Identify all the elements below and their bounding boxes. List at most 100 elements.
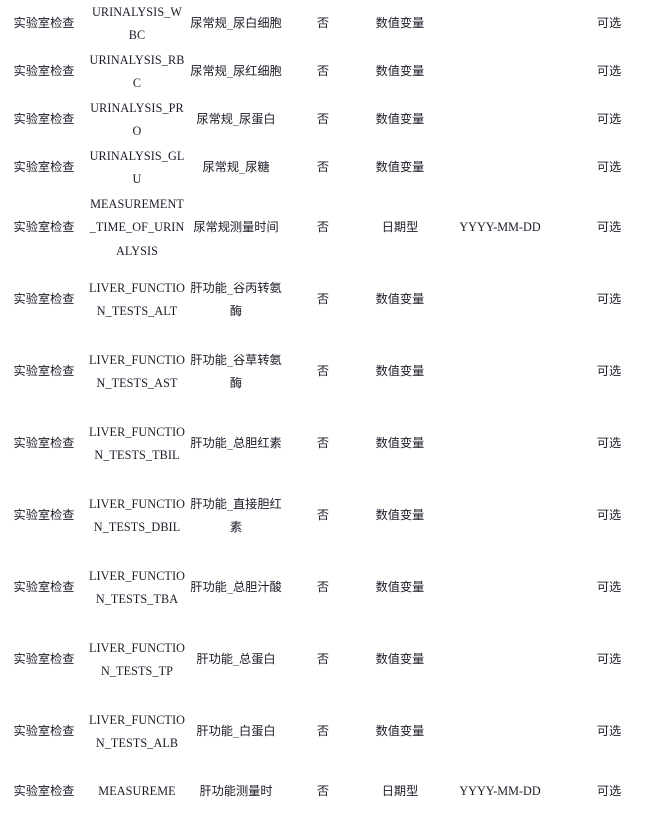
cell-required: 否: [316, 16, 330, 31]
cell-data_type: 数值变量: [375, 652, 425, 667]
cell-category: 实验室检查: [13, 724, 75, 739]
cell-category: 实验室检查: [13, 292, 75, 307]
cell-field_code: LIVER_FUNCTION_TESTS_TBIL: [88, 424, 186, 463]
cell-field_name: 尿常规测量时间: [193, 220, 279, 235]
cell-field_code: URINALYSIS_RBC: [89, 52, 185, 91]
cell-field_name: 肝功能_总胆汁酸: [190, 580, 282, 595]
cell-required: 否: [316, 508, 330, 523]
cell-format: YYYY-MM-DD: [459, 220, 541, 235]
cell-field_name: 肝功能_总蛋白: [196, 652, 276, 667]
cell-field_code: URINALYSIS_PRO: [90, 100, 184, 139]
cell-data_type: 数值变量: [375, 436, 425, 451]
cell-field_code: LIVER_FUNCTION_TESTS_ALB: [88, 712, 186, 751]
table-row: 实验室检查 LIVER_FUNCTION_TESTS_TP 肝功能_总蛋白 否 数值变量…: [0, 624, 658, 696]
cell-optionality: 可选: [596, 436, 622, 451]
cell-format: [440, 144, 560, 192]
cell-field_name: 肝功能测量时: [199, 784, 273, 799]
cell-format: [440, 480, 560, 552]
cell-optionality: 可选: [596, 112, 622, 127]
cell-format: [440, 696, 560, 768]
cell-data_type: 数值变量: [375, 112, 425, 127]
cell-field_name: 肝功能_谷草转氨酶: [190, 352, 282, 391]
cell-required: 否: [316, 220, 330, 235]
cell-format: [440, 0, 560, 48]
cell-data_type: 数值变量: [375, 292, 425, 307]
cell-required: 否: [316, 64, 330, 79]
cell-data_type: 数值变量: [375, 580, 425, 595]
cell-format: [440, 336, 560, 408]
cell-required: 否: [316, 364, 330, 379]
cell-field_code: LIVER_FUNCTION_TESTS_ALT: [88, 280, 186, 319]
cell-format: YYYY-MM-DD: [459, 784, 541, 799]
cell-category: 实验室检查: [13, 112, 75, 127]
cell-optionality: 可选: [596, 292, 622, 307]
cell-optionality: 可选: [596, 220, 622, 235]
table-row: 实验室检查 URINALYSIS_RBC 尿常规_尿红细胞 否 数值变量 可选: [0, 48, 658, 96]
cell-field_code: MEASUREME: [98, 784, 176, 799]
cell-category: 实验室检查: [13, 652, 75, 667]
cell-category: 实验室检查: [13, 160, 75, 175]
cell-category: 实验室检查: [13, 364, 75, 379]
cell-required: 否: [316, 436, 330, 451]
cell-data_type: 日期型: [381, 220, 419, 235]
cell-data_type: 数值变量: [375, 508, 425, 523]
cell-category: 实验室检查: [13, 784, 75, 799]
cell-data_type: 数值变量: [375, 64, 425, 79]
cell-format: [440, 408, 560, 480]
cell-optionality: 可选: [596, 364, 622, 379]
cell-field_code: URINALYSIS_WBC: [91, 4, 183, 43]
cell-required: 否: [316, 580, 330, 595]
table-row: 实验室检查 LIVER_FUNCTION_TESTS_TBA 肝功能_总胆汁酸 否 数值…: [0, 552, 658, 624]
cell-required: 否: [316, 724, 330, 739]
cell-required: 否: [316, 784, 330, 799]
cell-field_code: LIVER_FUNCTION_TESTS_AST: [88, 352, 186, 391]
cell-data_type: 数值变量: [375, 364, 425, 379]
cell-required: 否: [316, 652, 330, 667]
cell-field_name: 肝功能_谷丙转氨酶: [190, 280, 282, 319]
cell-field_code: URINALYSIS_GLU: [89, 148, 185, 187]
table-row: 实验室检查 MEASUREMENT_TIME_OF_URINALYSIS 尿常规测量…: [0, 192, 658, 264]
cell-field_code: LIVER_FUNCTION_TESTS_TP: [88, 640, 186, 679]
cell-category: 实验室检查: [13, 16, 75, 31]
cell-data_type: 数值变量: [375, 724, 425, 739]
cell-data_type: 日期型: [381, 784, 419, 799]
cell-category: 实验室检查: [13, 580, 75, 595]
table-row: 实验室检查 LIVER_FUNCTION_TESTS_ALT 肝功能_谷丙转氨酶 否 数…: [0, 264, 658, 336]
cell-field_name: 肝功能_直接胆红素: [190, 496, 282, 535]
cell-optionality: 可选: [596, 580, 622, 595]
table-row: 实验室检查 LIVER_FUNCTION_TESTS_ALB 肝功能_白蛋白 否 数值变…: [0, 696, 658, 768]
cell-optionality: 可选: [596, 16, 622, 31]
table-row: 实验室检查 URINALYSIS_PRO 尿常规_尿蛋白 否 数值变量 可选: [0, 96, 658, 144]
cell-optionality: 可选: [596, 160, 622, 175]
cell-optionality: 可选: [596, 724, 622, 739]
table-row: 实验室检查 LIVER_FUNCTION_TESTS_AST 肝功能_谷草转氨酶 否 数…: [0, 336, 658, 408]
cell-format: [440, 48, 560, 96]
table-row: 实验室检查 MEASUREME 肝功能测量时 否 日期型 YYYY-MM-DD 可选: [0, 768, 658, 816]
cell-field_name: 尿常规_尿红细胞: [190, 64, 282, 79]
table-row: 实验室检查 LIVER_FUNCTION_TESTS_DBIL 肝功能_直接胆红素 否…: [0, 480, 658, 552]
table-row: 实验室检查 LIVER_FUNCTION_TESTS_TBIL 肝功能_总胆红素 否 数…: [0, 408, 658, 480]
cell-category: 实验室检查: [13, 436, 75, 451]
cell-category: 实验室检查: [13, 508, 75, 523]
table-row: 实验室检查 URINALYSIS_GLU 尿常规_尿糖 否 数值变量 可选: [0, 144, 658, 192]
cell-required: 否: [316, 160, 330, 175]
table-row: 实验室检查 URINALYSIS_WBC 尿常规_尿白细胞 否 数值变量 可选: [0, 0, 658, 48]
cell-required: 否: [316, 112, 330, 127]
cell-format: [440, 96, 560, 144]
cell-optionality: 可选: [596, 508, 622, 523]
cell-optionality: 可选: [596, 64, 622, 79]
cell-field_code: LIVER_FUNCTION_TESTS_DBIL: [88, 496, 186, 535]
cell-required: 否: [316, 292, 330, 307]
cell-data_type: 数值变量: [375, 16, 425, 31]
cell-field_code: MEASUREMENT_TIME_OF_URINALYSIS: [89, 196, 185, 258]
cell-format: [440, 552, 560, 624]
cell-optionality: 可选: [596, 784, 622, 799]
cell-optionality: 可选: [596, 652, 622, 667]
cell-category: 实验室检查: [13, 64, 75, 79]
cell-field_code: LIVER_FUNCTION_TESTS_TBA: [88, 568, 186, 607]
cell-format: [440, 264, 560, 336]
cell-field_name: 肝功能_总胆红素: [190, 436, 282, 451]
cell-field_name: 尿常规_尿蛋白: [196, 112, 276, 127]
